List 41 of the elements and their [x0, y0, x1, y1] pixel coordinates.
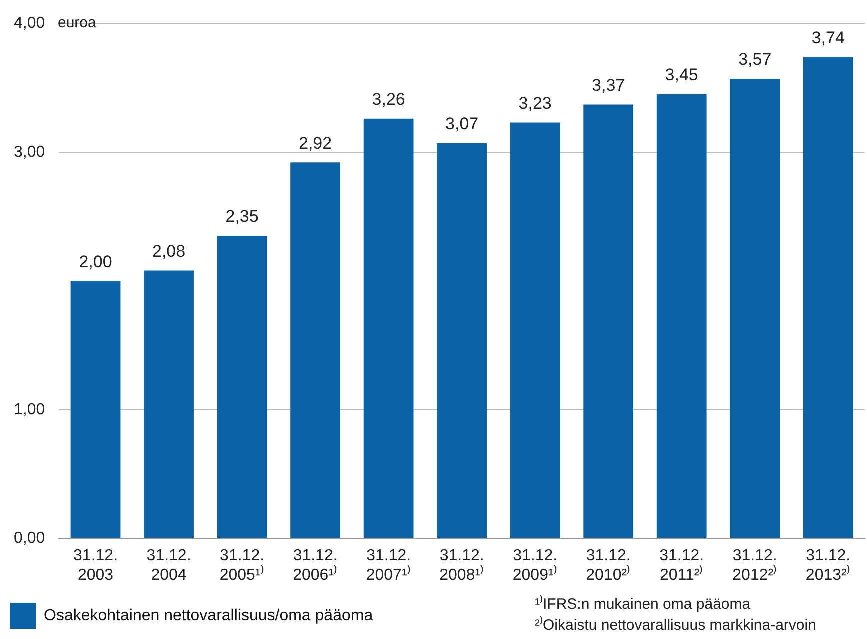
legend-label: Osakekohtainen nettovarallisuus/oma pääoma: [44, 607, 374, 624]
y-tick-label: 0,00: [14, 530, 46, 548]
data-label: 3,26: [372, 90, 406, 110]
bar: [656, 94, 707, 538]
data-label: 3,45: [665, 66, 698, 85]
x-tick-label: 31.12. 2009¹⁾: [512, 548, 558, 584]
x-tick-label: 31.12. 2011²⁾: [660, 548, 704, 584]
y-tick-label: 4,00: [14, 15, 46, 32]
x-tick-label: 31.12. 2008¹⁾: [440, 548, 485, 584]
bar: [217, 236, 268, 538]
x-tick-label: 31.12. 2007¹⁾: [366, 548, 412, 584]
bar: [803, 57, 854, 538]
bar: [70, 281, 121, 538]
x-tick-label: 31.12. 2004: [146, 548, 192, 584]
x-tick-label: 31.12. 2013²⁾: [806, 548, 851, 584]
bar: [584, 104, 634, 538]
x-tick-label: 31.12. 2003: [74, 548, 118, 584]
y-axis-title: euroa: [58, 14, 98, 32]
bar: [437, 143, 488, 538]
data-label: 3,74: [812, 28, 845, 48]
text: ¹⁾IFRS:n mukainen oma pääoma: [535, 594, 752, 615]
data-label: 2,08: [152, 242, 186, 261]
bar: [510, 122, 560, 538]
x-tick-label: 31.12. 2010²⁾: [586, 548, 632, 584]
data-label: 2,92: [299, 134, 332, 153]
y-tick-label: 1,00: [14, 401, 46, 418]
data-label: 3,23: [518, 94, 552, 113]
bar: [290, 162, 340, 538]
x-tick-label: 31.12. 2006¹⁾: [293, 548, 338, 584]
data-label: 3,07: [446, 114, 479, 134]
x-tick-label: 31.12. 2005¹⁾: [220, 548, 265, 584]
data-label: 2,00: [79, 252, 112, 272]
x-tick-label: 31.12. 2012²⁾: [732, 548, 778, 584]
bar: [364, 118, 414, 538]
bar: [730, 78, 780, 538]
bar: [144, 270, 194, 538]
y-tick-label: 3,00: [14, 144, 46, 161]
text: ²⁾Oikaistu nettovarallisuus markkina-arvoin: [535, 615, 816, 636]
data-label: 2,35: [226, 207, 259, 226]
data-label: 3,57: [738, 50, 772, 70]
data-label: 3,37: [592, 76, 626, 95]
